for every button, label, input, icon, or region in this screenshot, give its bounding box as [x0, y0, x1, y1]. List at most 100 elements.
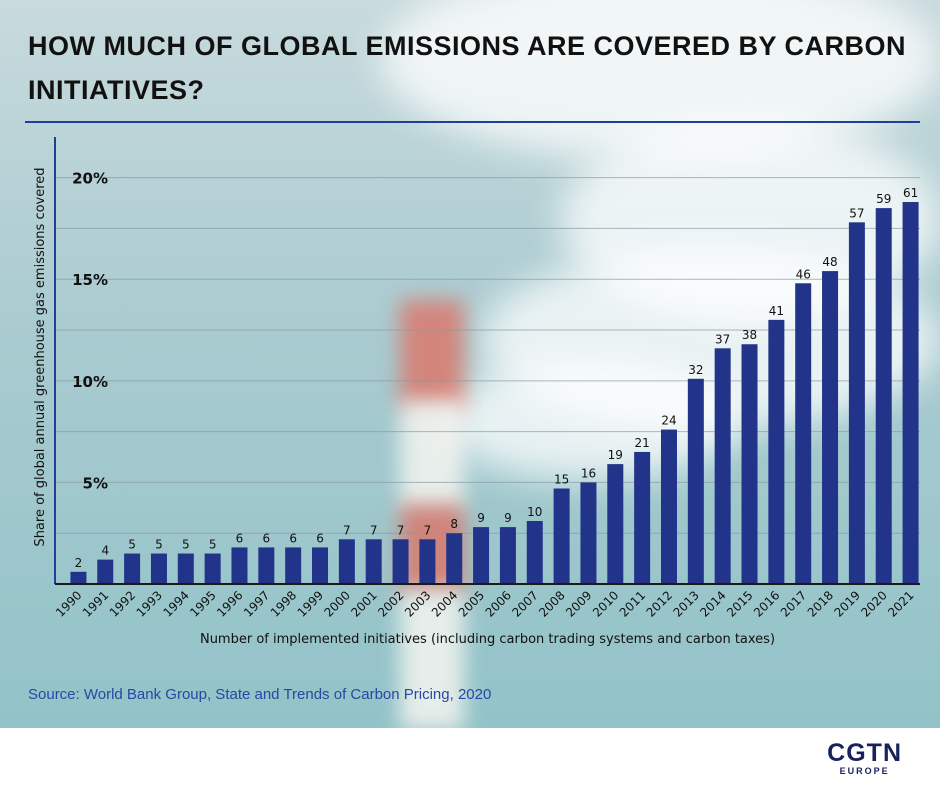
data-label: 6 [236, 531, 244, 545]
bar [553, 488, 570, 584]
bar [499, 527, 516, 584]
data-label: 5 [128, 538, 136, 552]
bar [607, 464, 624, 584]
x-tick-label: 2017 [778, 588, 809, 619]
data-label: 38 [742, 328, 757, 342]
bar [150, 553, 167, 584]
x-tick-label: 2012 [644, 588, 675, 619]
x-tick-label: 1991 [80, 588, 111, 619]
x-tick-labels: 1990199119921993199419951996199719981999… [53, 588, 917, 619]
x-tick-label: 2005 [456, 588, 487, 619]
x-axis-label: Number of implemented initiatives (inclu… [199, 632, 776, 647]
bar [312, 547, 329, 584]
x-tick-label: 1992 [107, 588, 138, 619]
data-label: 57 [849, 206, 864, 220]
bar [124, 553, 141, 584]
bar [634, 451, 651, 584]
bar [338, 539, 355, 584]
title-divider [25, 121, 920, 123]
x-tick-label: 2011 [617, 588, 648, 619]
bar [473, 527, 490, 584]
data-label: 8 [450, 517, 458, 531]
data-label: 46 [796, 267, 811, 281]
data-label: 5 [209, 538, 217, 552]
x-tick-label: 2002 [375, 588, 406, 619]
chart-title: HOW MUCH OF GLOBAL EMISSIONS ARE COVERED… [28, 31, 907, 105]
bar [285, 547, 302, 584]
x-tick-label: 2010 [590, 588, 621, 619]
x-tick-label: 1994 [160, 588, 191, 619]
x-tick-label: 2007 [509, 588, 540, 619]
data-label: 32 [688, 363, 703, 377]
bar [714, 348, 731, 584]
bar [392, 539, 409, 584]
data-label: 9 [504, 511, 512, 525]
data-label: 9 [477, 511, 485, 525]
data-label: 6 [289, 531, 297, 545]
data-label: 16 [581, 466, 596, 480]
bar [419, 539, 436, 584]
data-label: 7 [397, 523, 405, 537]
x-tick-label: 2003 [402, 588, 433, 619]
x-tick-label: 1999 [295, 588, 326, 619]
x-tick-label: 2020 [858, 588, 889, 619]
x-tick-label: 2014 [697, 588, 728, 619]
x-tick-label: 1993 [134, 588, 165, 619]
bar [741, 344, 758, 584]
data-label: 24 [661, 414, 676, 428]
x-tick-label: 2016 [751, 588, 782, 619]
bar [446, 533, 463, 584]
bar [258, 547, 275, 584]
data-label: 37 [715, 332, 730, 346]
y-tick-label: 15% [72, 271, 108, 289]
data-label: 48 [822, 255, 837, 269]
x-tick-label: 2015 [724, 588, 755, 619]
data-label: 21 [635, 436, 650, 450]
data-label: 61 [903, 186, 918, 200]
y-tick-labels: 5% 10% 15% 20% [72, 170, 108, 493]
bar [97, 559, 114, 584]
bar [660, 429, 677, 584]
y-axis-label: Share of global annual greenhouse gas em… [33, 167, 48, 547]
bars [70, 202, 919, 584]
logo-main-text: CGTN [827, 739, 902, 767]
bar [795, 283, 812, 584]
bar [365, 539, 382, 584]
data-label: 7 [424, 523, 432, 537]
bar [768, 319, 785, 584]
data-label: 2 [75, 556, 83, 570]
x-tick-label: 1996 [214, 588, 245, 619]
cgtn-europe-logo: CGTN EUROPE [827, 740, 902, 776]
y-tick-label: 10% [72, 373, 108, 391]
bar [580, 482, 597, 584]
x-tick-label: 1997 [241, 588, 272, 619]
axes [54, 137, 920, 585]
bar [231, 547, 248, 584]
data-label: 7 [370, 523, 378, 537]
x-tick-label: 2009 [563, 588, 594, 619]
x-tick-label: 2019 [832, 588, 863, 619]
x-tick-label: 2018 [805, 588, 836, 619]
data-label: 6 [263, 531, 271, 545]
bar [848, 222, 865, 584]
data-label: 41 [769, 304, 784, 318]
bar [875, 208, 892, 584]
gridlines [55, 177, 920, 534]
logo-sub-text: EUROPE [839, 766, 890, 776]
x-tick-label: 2006 [483, 588, 514, 619]
x-tick-label: 2021 [885, 588, 916, 619]
x-tick-label: 2004 [429, 588, 460, 619]
bar [70, 571, 87, 584]
bar [526, 521, 543, 584]
x-tick-label: 1990 [53, 588, 84, 619]
bar [204, 553, 221, 584]
bar [902, 202, 919, 584]
data-label: 19 [608, 448, 623, 462]
data-label: 5 [155, 538, 163, 552]
x-tick-label: 1995 [187, 588, 218, 619]
bar [177, 553, 194, 584]
x-tick-label: 2001 [348, 588, 379, 619]
bar [822, 271, 839, 584]
